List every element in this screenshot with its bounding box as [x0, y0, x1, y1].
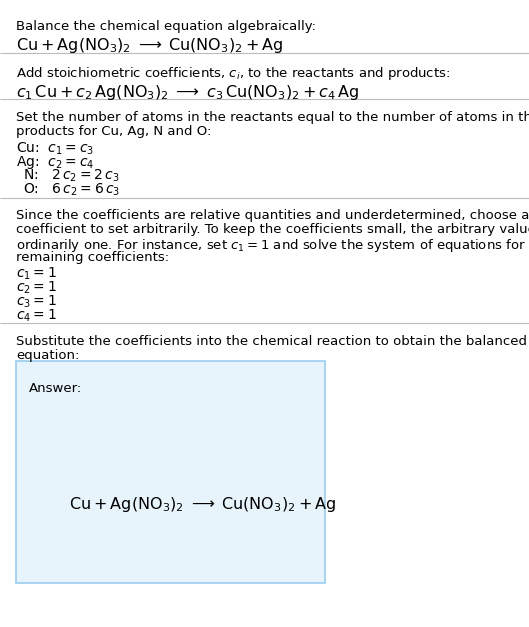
Text: Answer:: Answer: [29, 382, 83, 396]
Text: Since the coefficients are relative quantities and underdetermined, choose a: Since the coefficients are relative quan… [16, 209, 529, 223]
Text: equation:: equation: [16, 349, 79, 362]
Text: $\mathrm{Cu + Ag(NO_3)_2 \;\longrightarrow\; Cu(NO_3)_2 + Ag}$: $\mathrm{Cu + Ag(NO_3)_2 \;\longrightarr… [16, 36, 284, 55]
FancyBboxPatch shape [16, 361, 325, 583]
Text: Ag:  $c_2 = c_4$: Ag: $c_2 = c_4$ [16, 154, 94, 171]
Text: Substitute the coefficients into the chemical reaction to obtain the balanced: Substitute the coefficients into the che… [16, 335, 527, 348]
Text: coefficient to set arbitrarily. To keep the coefficients small, the arbitrary va: coefficient to set arbitrarily. To keep … [16, 223, 529, 236]
Text: $c_2 = 1$: $c_2 = 1$ [16, 280, 57, 296]
Text: $c_1 = 1$: $c_1 = 1$ [16, 266, 57, 282]
Text: Cu:  $c_1 = c_3$: Cu: $c_1 = c_3$ [16, 140, 94, 157]
Text: $c_4 = 1$: $c_4 = 1$ [16, 307, 57, 324]
Text: N:   $2\,c_2 = 2\,c_3$: N: $2\,c_2 = 2\,c_3$ [23, 168, 120, 184]
Text: Balance the chemical equation algebraically:: Balance the chemical equation algebraica… [16, 20, 316, 33]
Text: products for Cu, Ag, N and O:: products for Cu, Ag, N and O: [16, 125, 211, 139]
Text: $c_1\,\mathrm{Cu} + c_2\,\mathrm{Ag(NO_3)_2} \;\longrightarrow\; c_3\,\mathrm{Cu: $c_1\,\mathrm{Cu} + c_2\,\mathrm{Ag(NO_3… [16, 83, 359, 102]
Text: ordinarily one. For instance, set $c_1 = 1$ and solve the system of equations fo: ordinarily one. For instance, set $c_1 =… [16, 237, 529, 254]
Text: Set the number of atoms in the reactants equal to the number of atoms in the: Set the number of atoms in the reactants… [16, 111, 529, 124]
Text: Add stoichiometric coefficients, $c_i$, to the reactants and products:: Add stoichiometric coefficients, $c_i$, … [16, 65, 450, 82]
Text: $\mathrm{Cu + Ag(NO_3)_2 \;\longrightarrow\; Cu(NO_3)_2 + Ag}$: $\mathrm{Cu + Ag(NO_3)_2 \;\longrightarr… [69, 495, 336, 514]
Text: O:   $6\,c_2 = 6\,c_3$: O: $6\,c_2 = 6\,c_3$ [23, 182, 121, 198]
Text: $c_3 = 1$: $c_3 = 1$ [16, 293, 57, 310]
Text: remaining coefficients:: remaining coefficients: [16, 251, 169, 264]
